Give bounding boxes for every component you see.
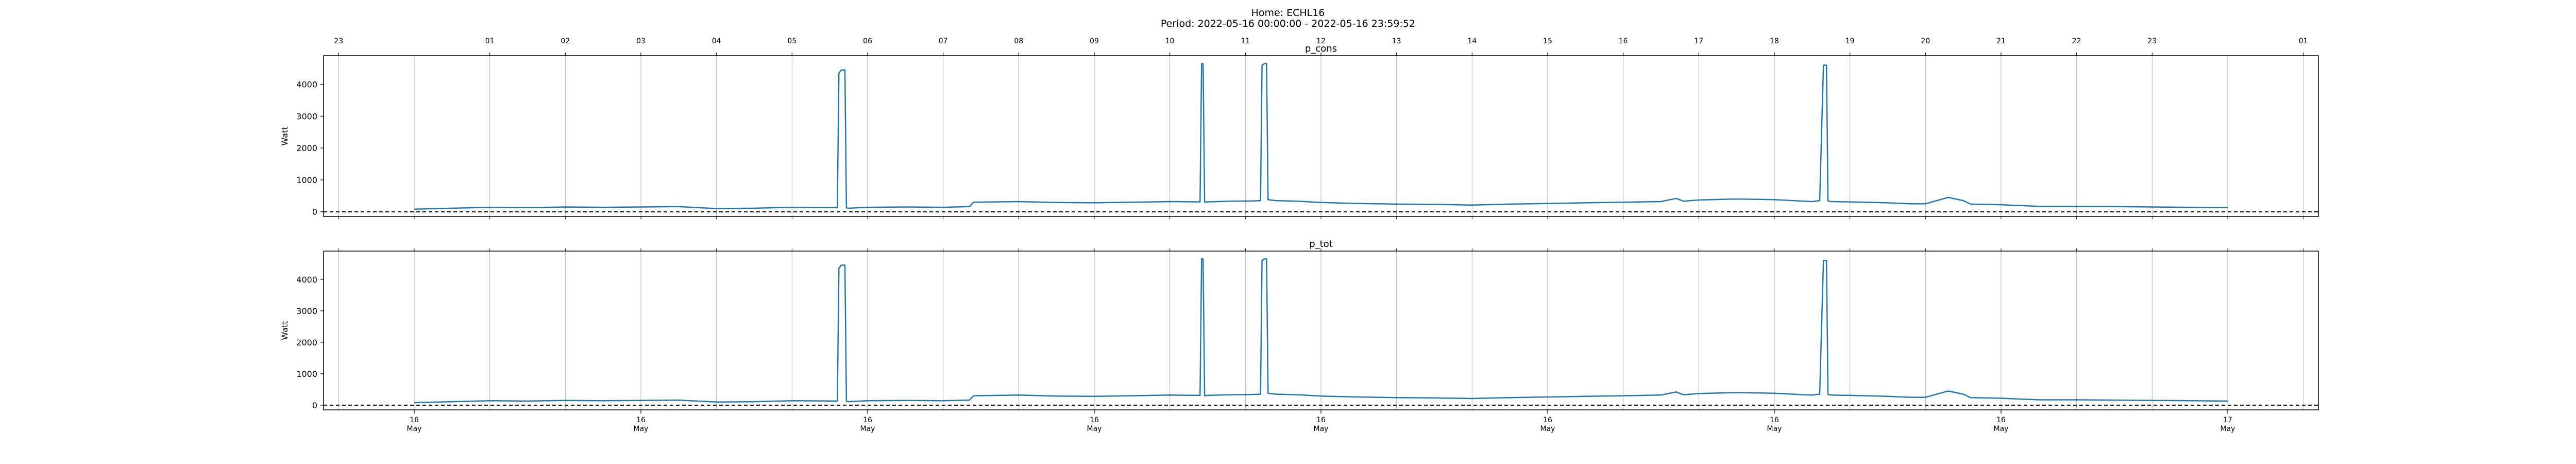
top-tick-label: 09	[1090, 37, 1099, 45]
bottom-tick-label-month: May	[1767, 425, 1782, 433]
top-tick-label: 15	[1543, 37, 1552, 45]
figure-title-home: Home: ECHL16	[1251, 7, 1325, 19]
y-tick-label: 2000	[296, 143, 317, 153]
top-tick-label: 06	[863, 37, 872, 45]
panel-title: p_cons	[1305, 43, 1337, 54]
bottom-tick-label-month: May	[860, 425, 875, 433]
y-tick-label: 1000	[296, 369, 317, 379]
top-tick-label: 16	[1619, 37, 1628, 45]
top-tick-label: 10	[1165, 37, 1175, 45]
top-tick-label: 14	[1467, 37, 1477, 45]
y-tick-label: 1000	[296, 175, 317, 185]
top-tick-label: 02	[561, 37, 570, 45]
bottom-tick-label: 16	[1543, 416, 1552, 424]
bottom-tick-label: 16	[1770, 416, 1779, 424]
top-tick-label: 01	[2299, 37, 2308, 45]
bottom-tick-label-month: May	[1314, 425, 1329, 433]
panel-title: p_tot	[1309, 239, 1333, 250]
top-tick-label: 13	[1392, 37, 1401, 45]
series-line	[414, 63, 2228, 210]
y-tick-label: 4000	[296, 275, 317, 285]
top-tick-label: 20	[1921, 37, 1930, 45]
y-tick-label: 0	[312, 207, 317, 217]
top-tick-label: 01	[485, 37, 495, 45]
top-tick-label: 12	[1316, 37, 1326, 45]
bottom-tick-label: 16	[863, 416, 872, 424]
chart-panel-p-tot: p_tot01000200030004000Watt16May16May16Ma…	[280, 239, 2319, 433]
bottom-tick-label-month: May	[1540, 425, 1555, 433]
top-tick-label: 03	[636, 37, 646, 45]
top-tick-label: 11	[1241, 37, 1250, 45]
top-tick-label: 22	[2072, 37, 2081, 45]
y-tick-label: 3000	[296, 111, 317, 121]
bottom-tick-label: 16	[1316, 416, 1326, 424]
y-tick-label: 3000	[296, 306, 317, 316]
chart-panel-p-cons: p_cons 0 1000 2000 3000 4000 Watt 23 01 02 03 04 05 0…	[280, 37, 2319, 219]
series-line	[414, 258, 2228, 404]
top-tick-label: 19	[1845, 37, 1855, 45]
y-axis-label: Watt	[280, 126, 290, 145]
bottom-tick-label-month: May	[407, 425, 422, 433]
top-tick-label: 18	[1770, 37, 1779, 45]
top-tick-label: 08	[1014, 37, 1023, 45]
top-tick-label: 17	[1694, 37, 1703, 45]
top-tick-label: 21	[1996, 37, 2006, 45]
top-tick-label: 05	[787, 37, 796, 45]
bottom-tick-label: 16	[410, 416, 419, 424]
y-tick-label: 0	[312, 401, 317, 410]
top-tick-label: 04	[712, 37, 721, 45]
y-axis-label: Watt	[280, 321, 290, 340]
bottom-tick-label-month: May	[1087, 425, 1102, 433]
top-tick-label: 23	[2147, 37, 2157, 45]
top-tick-label: 23	[334, 37, 343, 45]
bottom-tick-label-month: May	[1994, 425, 2009, 433]
bottom-tick-label: 16	[1996, 416, 2006, 424]
bottom-tick-label: 16	[1090, 416, 1099, 424]
bottom-tick-label: 16	[636, 416, 646, 424]
top-tick-label: 07	[939, 37, 948, 45]
bottom-tick-label: 17	[2223, 416, 2232, 424]
y-tick-label: 2000	[296, 338, 317, 347]
y-tick-label: 4000	[296, 80, 317, 90]
figure-title-period: Period: 2022-05-16 00:00:00 - 2022-05-16…	[1160, 18, 1416, 29]
bottom-tick-label-month: May	[634, 425, 649, 433]
bottom-tick-label-month: May	[2221, 425, 2235, 433]
